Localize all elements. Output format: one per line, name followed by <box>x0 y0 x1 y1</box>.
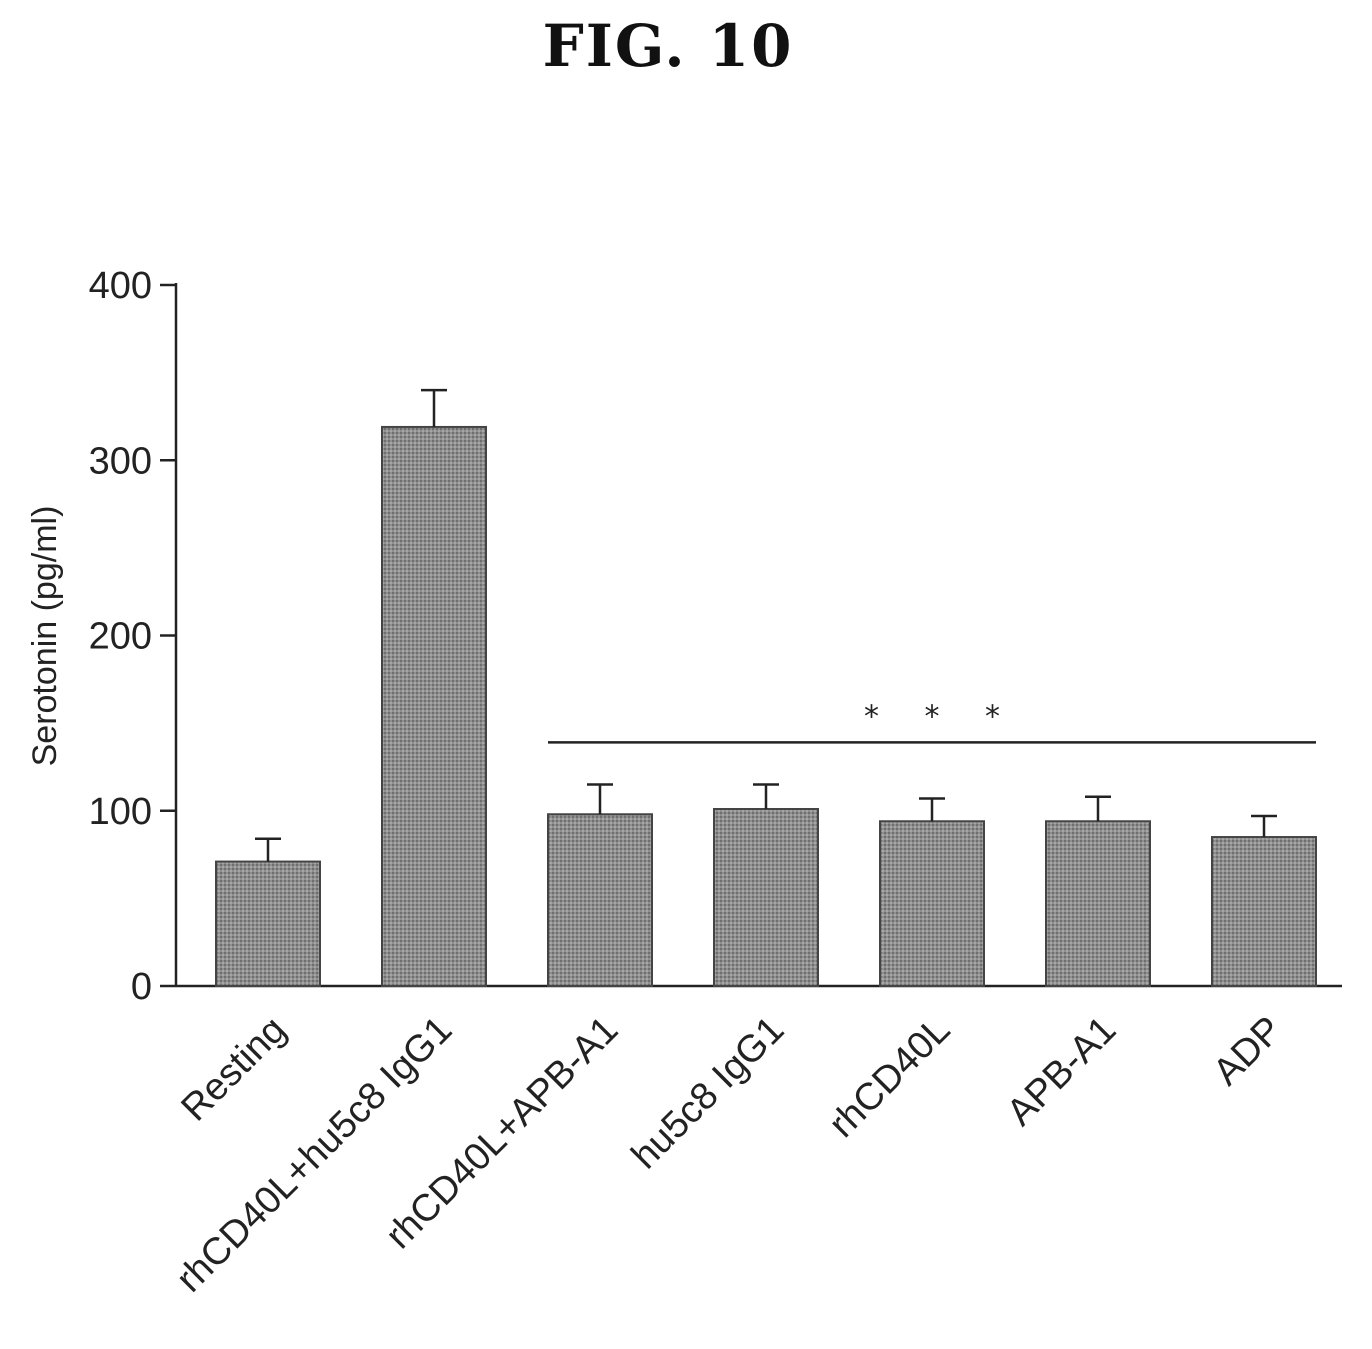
x-category-label: rhCD40L+hu5c8 IgG1 <box>169 1009 461 1301</box>
bar <box>547 813 653 987</box>
bar <box>1045 820 1151 988</box>
bar <box>879 820 985 988</box>
bar <box>215 860 321 988</box>
y-tick-label: 300 <box>89 440 152 482</box>
y-axis-title: Serotonin (pg/ml) <box>26 506 64 767</box>
x-category-label: rhCD40L <box>821 1009 958 1146</box>
y-tick-label: 100 <box>89 791 152 833</box>
x-category-label: Resting <box>174 1009 295 1130</box>
x-category-label: hu5c8 IgG1 <box>624 1009 793 1178</box>
significance-label: * * * <box>864 699 1018 734</box>
y-tick-label: 200 <box>89 616 152 658</box>
bar <box>713 807 819 987</box>
y-tick-label: 0 <box>131 966 152 1008</box>
bar <box>381 425 487 987</box>
x-category-label: ADP <box>1205 1009 1290 1094</box>
bar <box>1211 836 1317 987</box>
figure-title: FIG. 10 <box>543 12 794 80</box>
y-tick-label: 400 <box>89 265 152 307</box>
x-category-label: APB-A1 <box>999 1009 1124 1134</box>
